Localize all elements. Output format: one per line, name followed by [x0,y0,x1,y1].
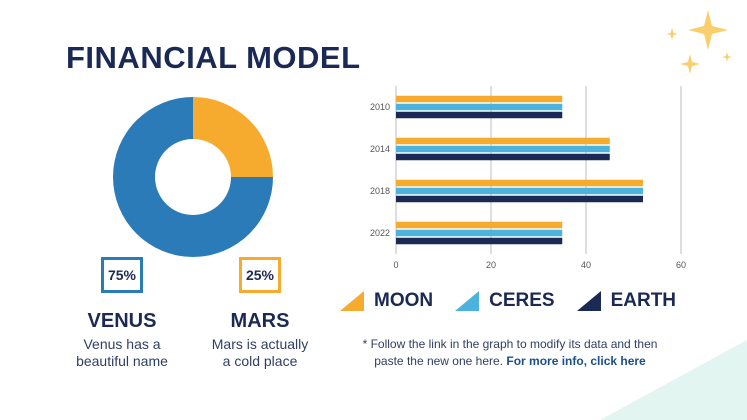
venus-percent: 75% [107,267,137,283]
venus-percent-box: 75% [101,257,143,293]
x-tick-label: 0 [393,260,398,270]
bar-ceres-2010 [396,103,563,111]
bar-earth-2010 [396,111,563,119]
venus-description: Venus has a beautiful name [76,336,168,369]
x-tick-label: 60 [676,260,686,270]
donut-slice-mars [193,97,273,177]
legend-swatch-moon [340,291,364,311]
y-tick-label: 2010 [370,102,390,112]
donut-slice-venus [113,97,273,257]
bar-earth-2014 [396,153,610,161]
legend-label-ceres: CERES [489,290,555,311]
y-tick-label: 2018 [370,186,390,196]
bar-moon-2010 [396,95,563,103]
bar-earth-2022 [396,237,563,245]
mars-percent: 25% [245,267,275,283]
y-tick-label: 2014 [370,144,390,154]
venus-name: VENUS [87,310,157,332]
more-info-link[interactable]: For more info, click here [506,354,646,368]
legend-item-ceres: CERES [455,290,555,312]
legend-swatch-ceres [455,291,480,311]
bar-ceres-2018 [396,187,643,195]
bar-moon-2014 [396,137,610,145]
bar-ceres-2022 [396,229,563,237]
legend-item-moon: MOON [340,290,433,312]
bar-moon-2018 [396,179,643,187]
y-tick-label: 2022 [370,228,390,238]
bar-earth-2018 [396,195,643,203]
x-tick-label: 20 [486,260,496,270]
bar-moon-2022 [396,221,563,229]
legend-label-moon: MOON [374,290,434,311]
footnote: * Follow the link in the graph to modify… [362,337,658,368]
legend-label-earth: EARTH [610,290,677,311]
bar-chart[interactable]: 0 20 40 60 2010 2014 2018 2022 [350,80,695,275]
sparkle-icon [666,10,732,74]
legend-item-earth: EARTH [576,290,677,312]
x-tick-label: 40 [581,260,591,270]
mars-description: Mars is actually a cold place [211,336,309,369]
mars-name: MARS [230,310,290,332]
bar-ceres-2014 [396,145,610,153]
chart-legend: MOON CERES EARTH [340,290,676,312]
mars-percent-box: 25% [239,257,281,293]
donut-chart [113,97,273,257]
legend-swatch-earth [576,291,601,311]
page-title: FINANCIAL MODEL [66,40,361,75]
